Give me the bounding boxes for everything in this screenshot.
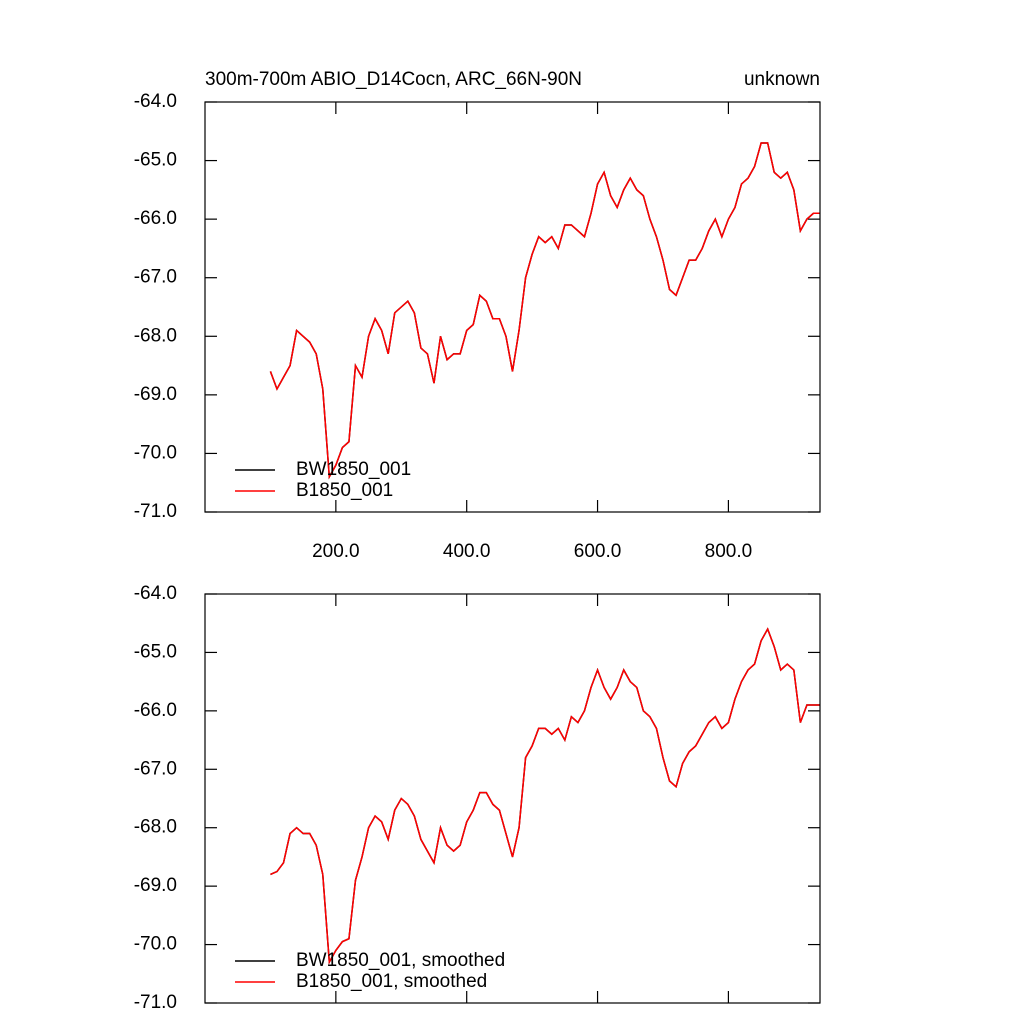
series-line: [269, 142, 820, 480]
series-line: [270, 627, 820, 965]
y-tick-label: -67.0: [134, 758, 177, 779]
y-tick-label: -66.0: [134, 208, 177, 229]
legend-label: BW1850_001: [296, 459, 411, 480]
y-tick-label: -64.0: [134, 91, 177, 112]
legend-label: BW1850_001, smoothed: [296, 950, 505, 971]
x-tick-label: 800.0: [705, 541, 753, 562]
x-tick-label: 600.0: [574, 541, 622, 562]
y-tick-label: -65.0: [134, 641, 177, 662]
y-tick-label: -71.0: [134, 501, 177, 522]
series-line: [270, 627, 820, 965]
y-tick-label: -69.0: [134, 384, 177, 405]
y-tick-label: -70.0: [134, 934, 177, 955]
chart-subtitle: unknown: [744, 69, 820, 90]
y-tick-label: -69.0: [134, 875, 177, 896]
plot-frame: [204, 101, 821, 513]
x-tick-label: 400.0: [443, 541, 491, 562]
plot-frame: [204, 593, 821, 1004]
series-line: [269, 142, 820, 480]
y-tick-label: -68.0: [134, 325, 177, 346]
y-tick-label: -68.0: [134, 817, 177, 838]
y-tick-label: -66.0: [134, 700, 177, 721]
y-tick-label: -71.0: [134, 992, 177, 1013]
y-tick-label: -64.0: [134, 583, 177, 604]
y-tick-label: -67.0: [134, 267, 177, 288]
x-tick-label: 200.0: [312, 541, 360, 562]
legend-label: B1850_001: [296, 480, 393, 501]
chart-title: 300m-700m ABIO_D14Cocn, ARC_66N-90N: [205, 69, 582, 90]
y-tick-label: -70.0: [134, 442, 177, 463]
y-tick-label: -65.0: [134, 150, 177, 171]
legend-label: B1850_001, smoothed: [296, 971, 487, 992]
